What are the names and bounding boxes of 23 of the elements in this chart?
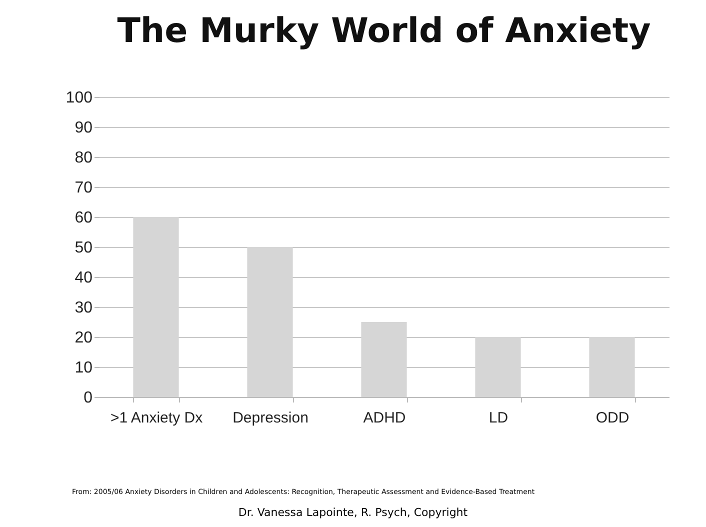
- bar: [247, 247, 293, 397]
- x-tick-label: Depression: [232, 410, 308, 426]
- y-tick-label: 20: [74, 330, 93, 346]
- y-tick-label: 40: [74, 270, 93, 286]
- chart-title: The Murky World of Anxiety: [117, 11, 651, 51]
- y-tick-label: 50: [74, 240, 93, 256]
- text: Dr. Vanessa Lapointe, R. Psych, Copyright: [237, 506, 469, 519]
- x-tick-label: ODD: [596, 410, 630, 426]
- y-tick-label: 100: [66, 90, 93, 106]
- bar: [589, 337, 635, 397]
- y-tick-label: 10: [74, 360, 93, 376]
- bar: [361, 322, 407, 397]
- x-tick-label: ADHD: [363, 410, 406, 426]
- y-tick-label: 30: [74, 300, 93, 316]
- bar: [475, 337, 521, 397]
- x-tick-label: >1 Anxiety Dx: [110, 410, 204, 426]
- y-tick-label: 90: [74, 120, 93, 136]
- y-tick-label: 80: [74, 150, 93, 166]
- bar: [133, 217, 179, 397]
- x-tick-label: LD: [488, 410, 508, 426]
- y-tick-label: 60: [74, 210, 93, 226]
- y-tick-label: 70: [74, 180, 93, 196]
- y-tick-label: 0: [84, 390, 93, 406]
